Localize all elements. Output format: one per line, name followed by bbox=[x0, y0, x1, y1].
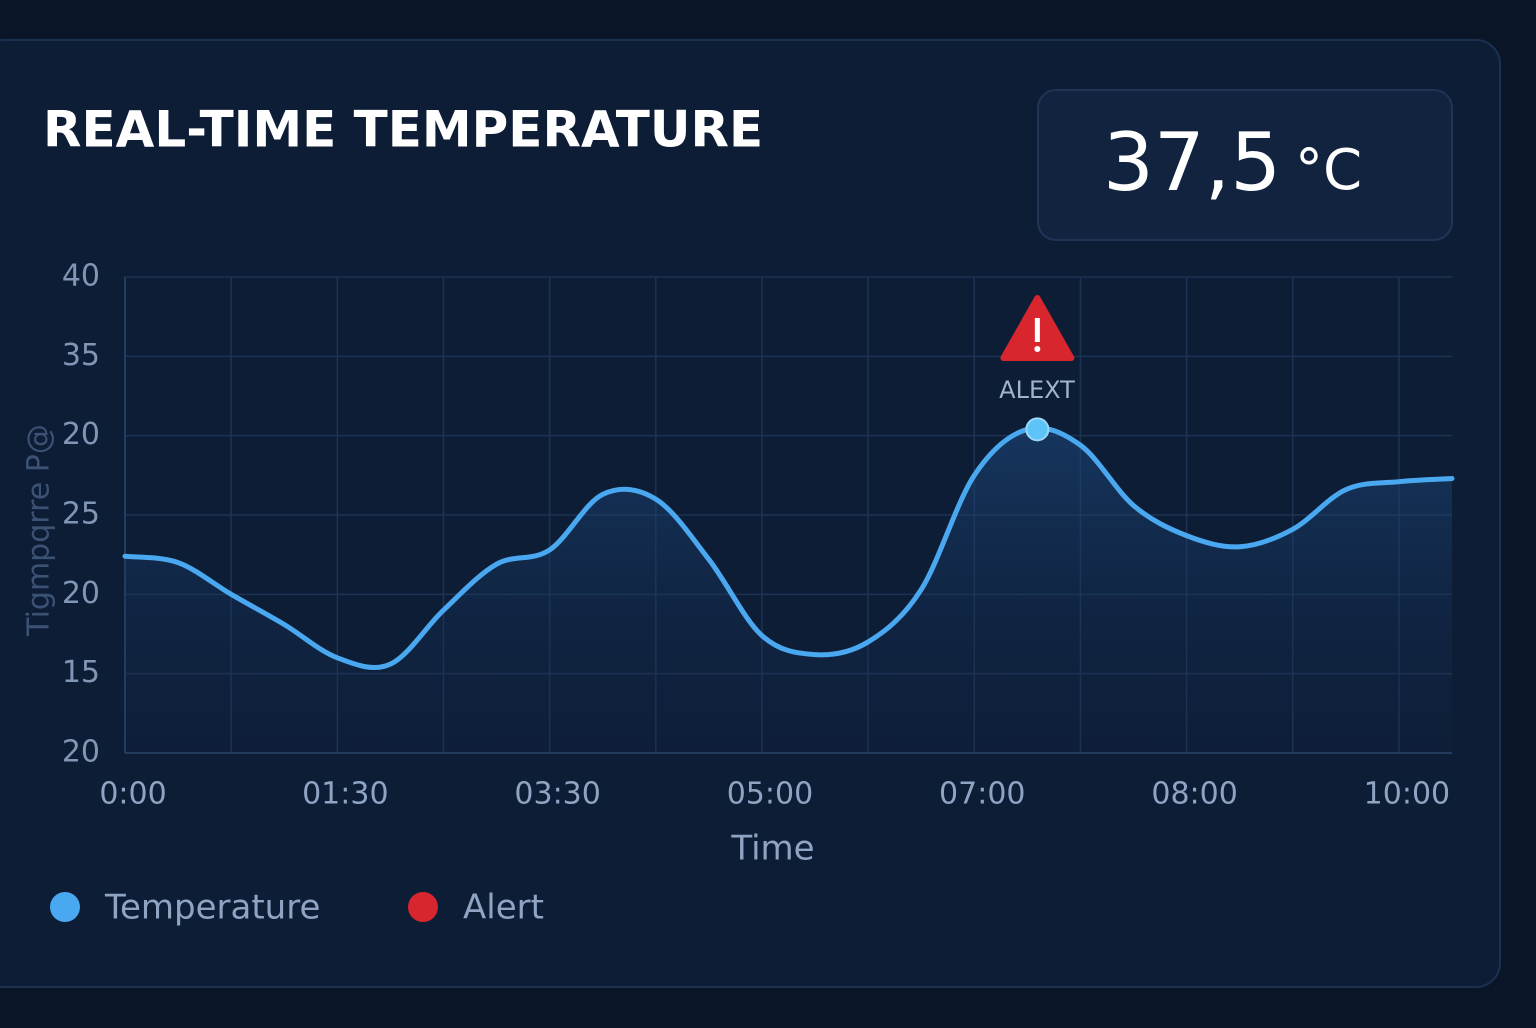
annotation: ALEXT bbox=[999, 376, 1075, 404]
legend-swatch bbox=[50, 892, 80, 922]
x-tick-label: 08:00 bbox=[1151, 777, 1237, 812]
legend-swatch bbox=[408, 892, 438, 922]
area bbox=[125, 427, 1452, 753]
readout-box bbox=[1037, 89, 1453, 241]
x-tick-label: 10:00 bbox=[1364, 777, 1450, 812]
readout-unit: °C bbox=[1295, 138, 1362, 203]
y-tick-label: 15 bbox=[62, 655, 100, 690]
temperature-line bbox=[122, 425, 1455, 670]
readout-value: 37,5 bbox=[1103, 116, 1281, 209]
legend-label: Temperature bbox=[104, 888, 320, 928]
x-tick-label: 03:30 bbox=[514, 777, 600, 812]
y-tick-label: 35 bbox=[62, 338, 100, 373]
x-tick-label: 07:00 bbox=[939, 777, 1025, 812]
alert-icon-bar bbox=[1034, 318, 1040, 342]
title: REAL-TIME TEMPERATURE bbox=[43, 101, 763, 159]
x-axis-label: Time bbox=[730, 829, 814, 869]
x-tick-label: 01:30 bbox=[302, 777, 388, 812]
y-tick-label: 20 bbox=[62, 576, 100, 611]
x-tick-label: 05:00 bbox=[727, 777, 813, 812]
alert-icon-dot bbox=[1034, 346, 1041, 352]
x-tick-label: 0:00 bbox=[99, 777, 166, 812]
legend-label: Alert bbox=[463, 888, 544, 928]
alert-point bbox=[1025, 417, 1050, 442]
y-tick-label: 40 bbox=[62, 259, 100, 294]
y-tick-label: 20 bbox=[62, 417, 100, 452]
y-axis-label: Tigmpqrre P@ bbox=[22, 424, 57, 637]
y-tick-label: 20 bbox=[62, 735, 100, 770]
y-tick-label: 25 bbox=[62, 497, 100, 532]
